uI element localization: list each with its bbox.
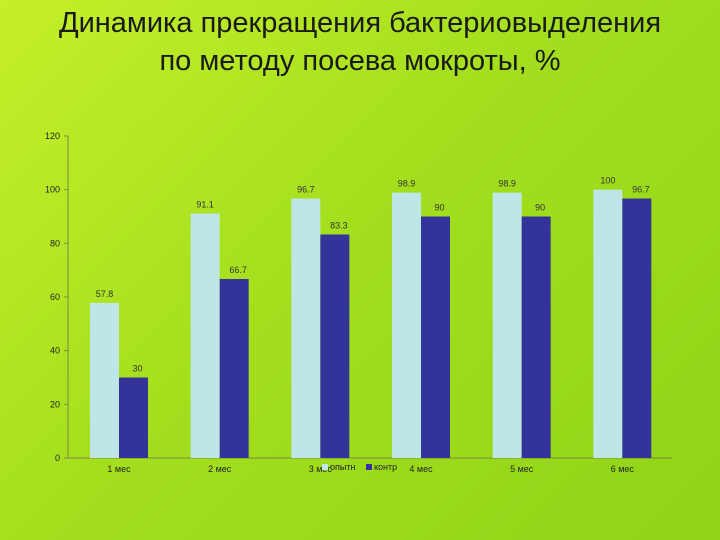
data-label: 96.7 — [297, 185, 315, 195]
data-label: 96.7 — [632, 185, 650, 195]
x-tick-label: 2 мес — [208, 464, 232, 474]
chart-legend: опытн контр — [322, 462, 397, 472]
y-tick-label: 80 — [50, 238, 60, 248]
bar-series2 — [421, 216, 450, 458]
legend-label: опытн — [330, 462, 355, 472]
x-tick-label: 5 мес — [510, 464, 534, 474]
legend-swatch — [366, 464, 372, 470]
bar-series2 — [219, 279, 249, 458]
bar-series2 — [521, 216, 551, 458]
legend-label: контр — [374, 462, 397, 472]
x-tick-label: 3 мес — [309, 464, 333, 474]
data-label: 100 — [600, 176, 615, 186]
data-label: 98.9 — [498, 179, 516, 189]
bar-series1 — [190, 213, 220, 458]
data-label: 57.8 — [96, 289, 114, 299]
y-tick-label: 40 — [50, 346, 60, 356]
y-tick-label: 120 — [45, 131, 60, 141]
bar-series1 — [392, 192, 421, 458]
bar-series1 — [90, 302, 119, 458]
x-tick-label: 6 мес — [611, 464, 635, 474]
y-tick-label: 100 — [45, 185, 60, 195]
data-label: 66.7 — [229, 265, 247, 275]
data-label: 98.9 — [398, 179, 416, 189]
bar-series1 — [593, 189, 623, 458]
y-tick-label: 60 — [50, 292, 60, 302]
data-label: 90 — [434, 203, 444, 213]
legend-swatch — [322, 464, 328, 470]
y-tick-label: 20 — [50, 399, 60, 409]
data-label: 90 — [535, 203, 545, 213]
chart-bars — [90, 189, 652, 458]
bar-series2 — [320, 234, 350, 458]
bar-series2 — [119, 377, 148, 458]
chart-data-labels: 57.8 30 91.1 66.7 96.7 83.3 98.9 90 98.9 90 100 96.… — [96, 176, 650, 374]
bar-series1 — [492, 192, 522, 458]
x-tick-label: 1 мес — [107, 464, 131, 474]
y-tick-label: 0 — [55, 453, 60, 463]
x-tick-label: 4 мес — [409, 464, 433, 474]
bar-series1 — [291, 198, 321, 458]
bar-series2 — [622, 198, 652, 458]
data-label: 83.3 — [330, 220, 348, 230]
chart-title: Динамика прекращения бактериовыделения п… — [58, 7, 662, 77]
chart-axes: 0 20 40 60 80 100 120 1 мес 2 мес 3 мес 4 мес 5 мес… — [45, 131, 672, 474]
data-label: 91.1 — [196, 200, 214, 210]
data-label: 30 — [132, 364, 142, 374]
